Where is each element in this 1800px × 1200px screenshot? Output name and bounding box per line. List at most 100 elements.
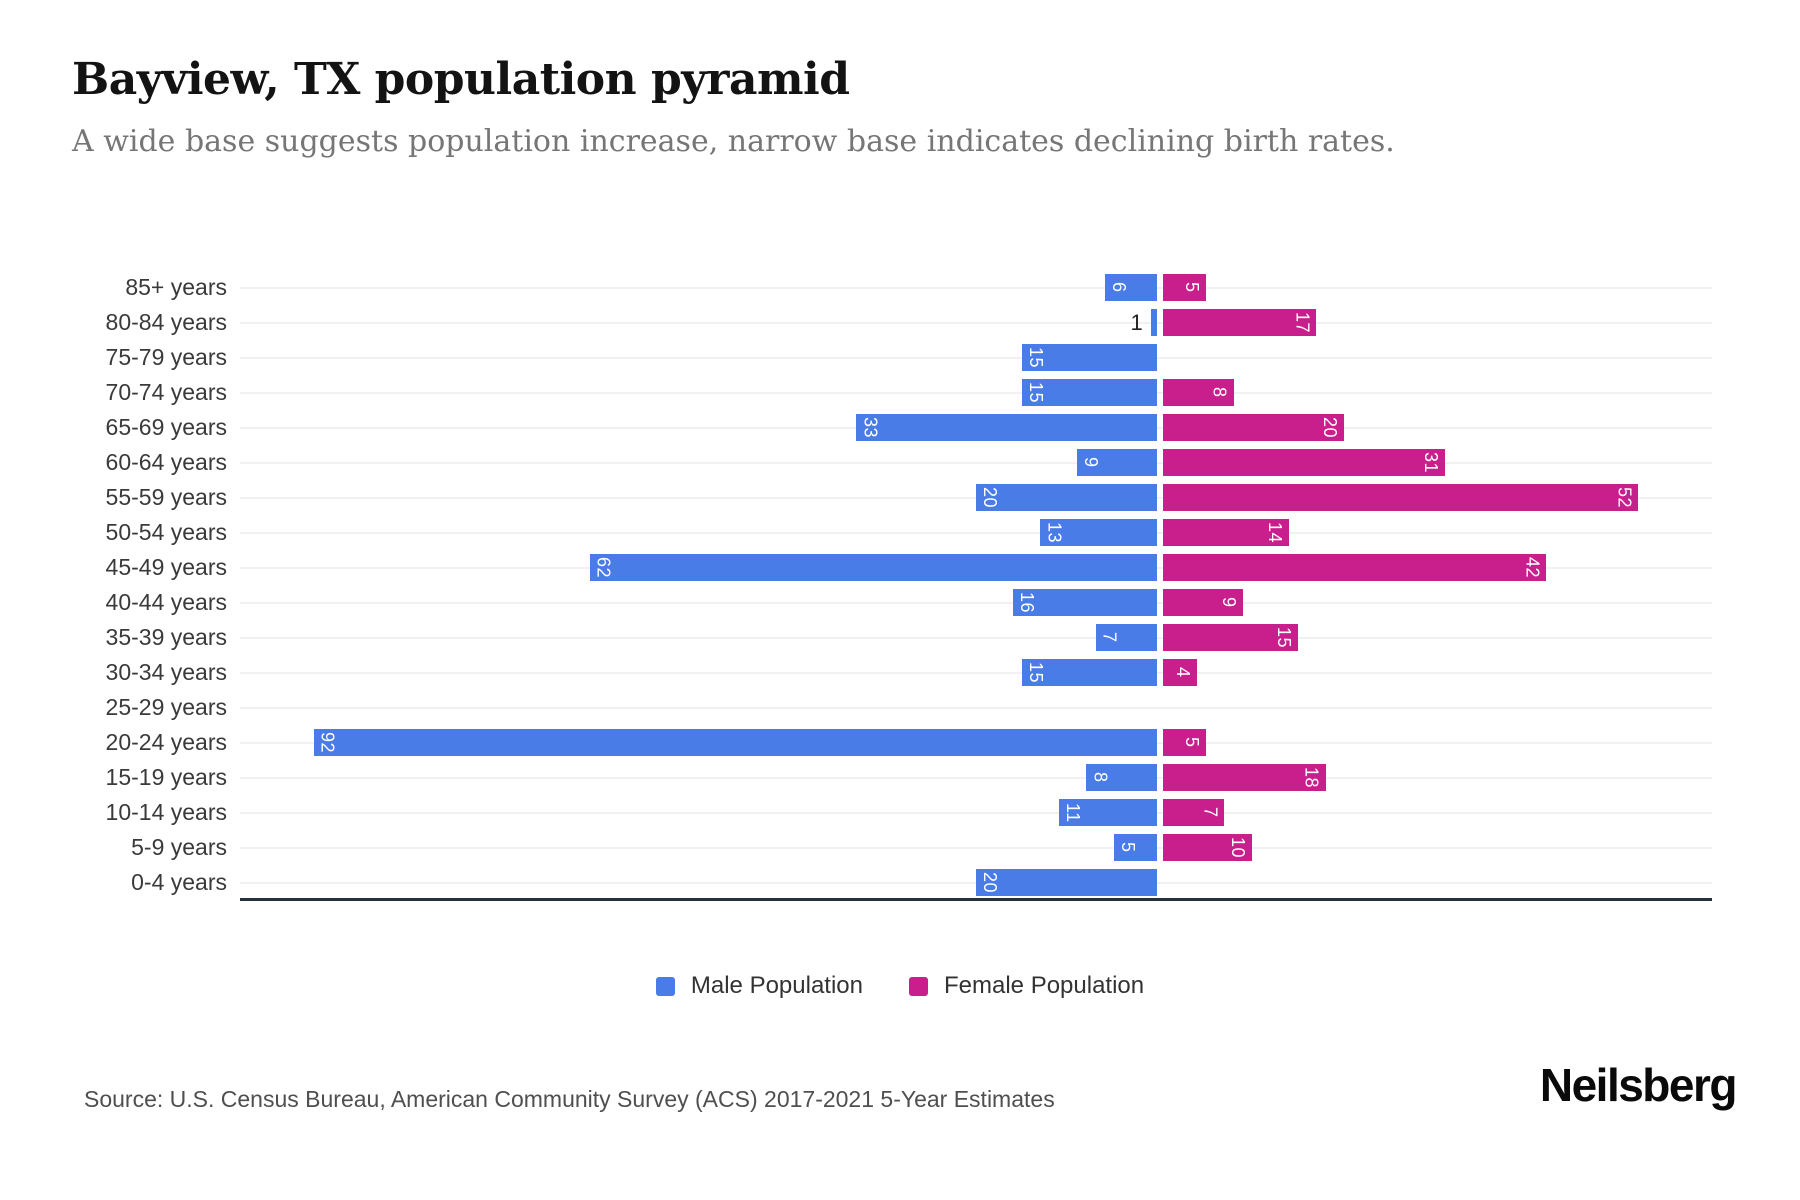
age-label: 55-59 years xyxy=(105,484,227,510)
male-bar-value-label: 15 xyxy=(1026,661,1046,684)
age-label: 25-29 years xyxy=(105,694,227,720)
legend-label-female: Female Population xyxy=(944,972,1145,999)
gridline xyxy=(240,286,1712,289)
age-label: 50-54 years xyxy=(105,519,227,545)
male-bar: 9 xyxy=(1077,449,1157,476)
male-bar-value-label-outside: 1 xyxy=(1130,310,1143,335)
male-bar: 5 xyxy=(1114,834,1157,861)
male-bar: 20 xyxy=(976,484,1157,511)
male-bar xyxy=(1150,309,1157,336)
age-label: 65-69 years xyxy=(105,414,227,440)
male-bar-value-label: 62 xyxy=(593,556,614,579)
age-label: 5-9 years xyxy=(131,834,227,860)
age-label: 40-44 years xyxy=(105,589,227,615)
female-bar: 42 xyxy=(1163,554,1547,581)
age-label: 35-39 years xyxy=(105,624,227,650)
female-bar: 17 xyxy=(1163,309,1317,336)
male-bar: 6 xyxy=(1104,274,1157,301)
male-bar: 11 xyxy=(1058,799,1157,826)
male-bar-value-label: 92 xyxy=(317,731,338,754)
source-text: Source: U.S. Census Bureau, American Com… xyxy=(84,1086,1055,1112)
male-bar: 15 xyxy=(1022,344,1157,371)
age-label: 15-19 years xyxy=(105,764,227,790)
female-bar-value-label: 17 xyxy=(1292,311,1313,334)
male-bar-value-label: 15 xyxy=(1026,381,1046,404)
chart-title: Bayview, TX population pyramid xyxy=(72,54,850,105)
female-bar: 31 xyxy=(1163,449,1446,476)
female-bar: 5 xyxy=(1163,274,1206,301)
female-bar-value-label: 5 xyxy=(1182,737,1202,748)
age-label: 0-4 years xyxy=(131,869,227,895)
female-bar: 8 xyxy=(1163,379,1234,406)
gridline xyxy=(240,671,1712,674)
male-bar-value-label: 16 xyxy=(1016,591,1037,614)
female-bar-value-label: 42 xyxy=(1522,556,1543,579)
male-bar-value-label: 8 xyxy=(1090,772,1111,783)
gridline xyxy=(240,776,1712,779)
male-bar-value-label: 15 xyxy=(1026,346,1046,369)
female-bar: 5 xyxy=(1163,729,1206,756)
female-bar-value-label: 4 xyxy=(1172,667,1193,678)
male-swatch-icon xyxy=(655,976,675,996)
gridline xyxy=(240,846,1712,849)
chart-subtitle: A wide base suggests population increase… xyxy=(72,124,1395,159)
female-bar: 20 xyxy=(1163,414,1344,441)
male-bar: 33 xyxy=(856,414,1157,441)
male-bar-value-label: 20 xyxy=(980,486,1000,509)
female-bar: 10 xyxy=(1163,834,1252,861)
legend-label-male: Male Population xyxy=(690,972,863,999)
female-bar-value-label: 10 xyxy=(1228,836,1248,859)
plot-area: 6 5 1 17 15 15 8 33 20 9 31 20 52 13 14 62 42 16 9 7 15 15 4 92… xyxy=(240,270,1712,901)
male-bar: 7 xyxy=(1095,624,1157,651)
male-bar-value-label: 6 xyxy=(1108,282,1129,293)
female-bar-value-label: 20 xyxy=(1320,416,1340,439)
age-label: 80-84 years xyxy=(105,309,227,335)
female-bar-value-label: 7 xyxy=(1200,807,1221,818)
female-bar-value-label: 31 xyxy=(1421,451,1442,474)
age-label: 60-64 years xyxy=(105,449,227,475)
age-label: 45-49 years xyxy=(105,554,227,580)
gridline xyxy=(240,636,1712,639)
female-bar: 4 xyxy=(1163,659,1197,686)
male-bar: 20 xyxy=(976,869,1157,896)
legend: Male Population Female Population xyxy=(0,972,1800,1000)
female-bar: 52 xyxy=(1163,484,1639,511)
female-bar: 7 xyxy=(1163,799,1225,826)
female-bar-value-label: 52 xyxy=(1614,486,1635,509)
male-bar: 16 xyxy=(1012,589,1157,616)
legend-item-female: Female Population xyxy=(909,972,1144,1000)
age-label: 10-14 years xyxy=(105,799,227,825)
male-bar: 13 xyxy=(1040,519,1157,546)
gridline xyxy=(240,706,1712,709)
female-bar-value-label: 18 xyxy=(1301,766,1322,789)
male-bar-value-label: 9 xyxy=(1081,457,1102,468)
male-bar-value-label: 7 xyxy=(1099,632,1120,643)
age-label: 75-79 years xyxy=(105,344,227,370)
male-bar: 8 xyxy=(1086,764,1157,791)
male-bar: 62 xyxy=(589,554,1157,581)
gridline xyxy=(240,321,1712,324)
female-swatch-icon xyxy=(909,976,928,996)
male-bar: 15 xyxy=(1022,659,1157,686)
age-label: 20-24 years xyxy=(105,729,227,755)
x-axis-line xyxy=(240,898,1712,901)
gridline xyxy=(240,601,1712,604)
gridline xyxy=(240,391,1712,394)
female-bar-value-label: 9 xyxy=(1218,597,1239,608)
female-bar-value-label: 5 xyxy=(1182,282,1202,293)
female-bar: 9 xyxy=(1163,589,1243,616)
female-bar-value-label: 15 xyxy=(1274,626,1294,649)
gridline xyxy=(240,356,1712,359)
legend-item-male: Male Population xyxy=(655,972,863,1000)
female-bar-value-label: 8 xyxy=(1209,387,1230,398)
age-label: 85+ years xyxy=(125,274,227,300)
male-bar: 15 xyxy=(1022,379,1157,406)
neilsberg-logo: Neilsberg xyxy=(1539,1059,1738,1111)
female-bar: 15 xyxy=(1163,624,1298,651)
gridline xyxy=(240,461,1712,464)
female-bar: 14 xyxy=(1163,519,1289,546)
age-label: 30-34 years xyxy=(105,659,227,685)
male-bar-value-label: 20 xyxy=(980,871,1000,894)
female-bar: 18 xyxy=(1163,764,1326,791)
age-label: 70-74 years xyxy=(105,379,227,405)
